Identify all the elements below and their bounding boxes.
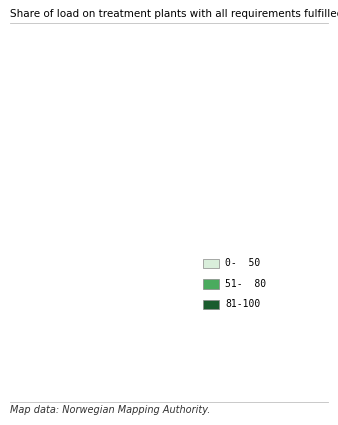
- Text: 81-100: 81-100: [225, 299, 260, 309]
- Text: 0-  50: 0- 50: [225, 258, 260, 269]
- Text: Map data: Norwegian Mapping Authority.: Map data: Norwegian Mapping Authority.: [10, 405, 211, 415]
- Text: 51-  80: 51- 80: [225, 279, 266, 289]
- Text: Share of load on treatment plants with all requirements fulfilled: Share of load on treatment plants with a…: [10, 9, 338, 20]
